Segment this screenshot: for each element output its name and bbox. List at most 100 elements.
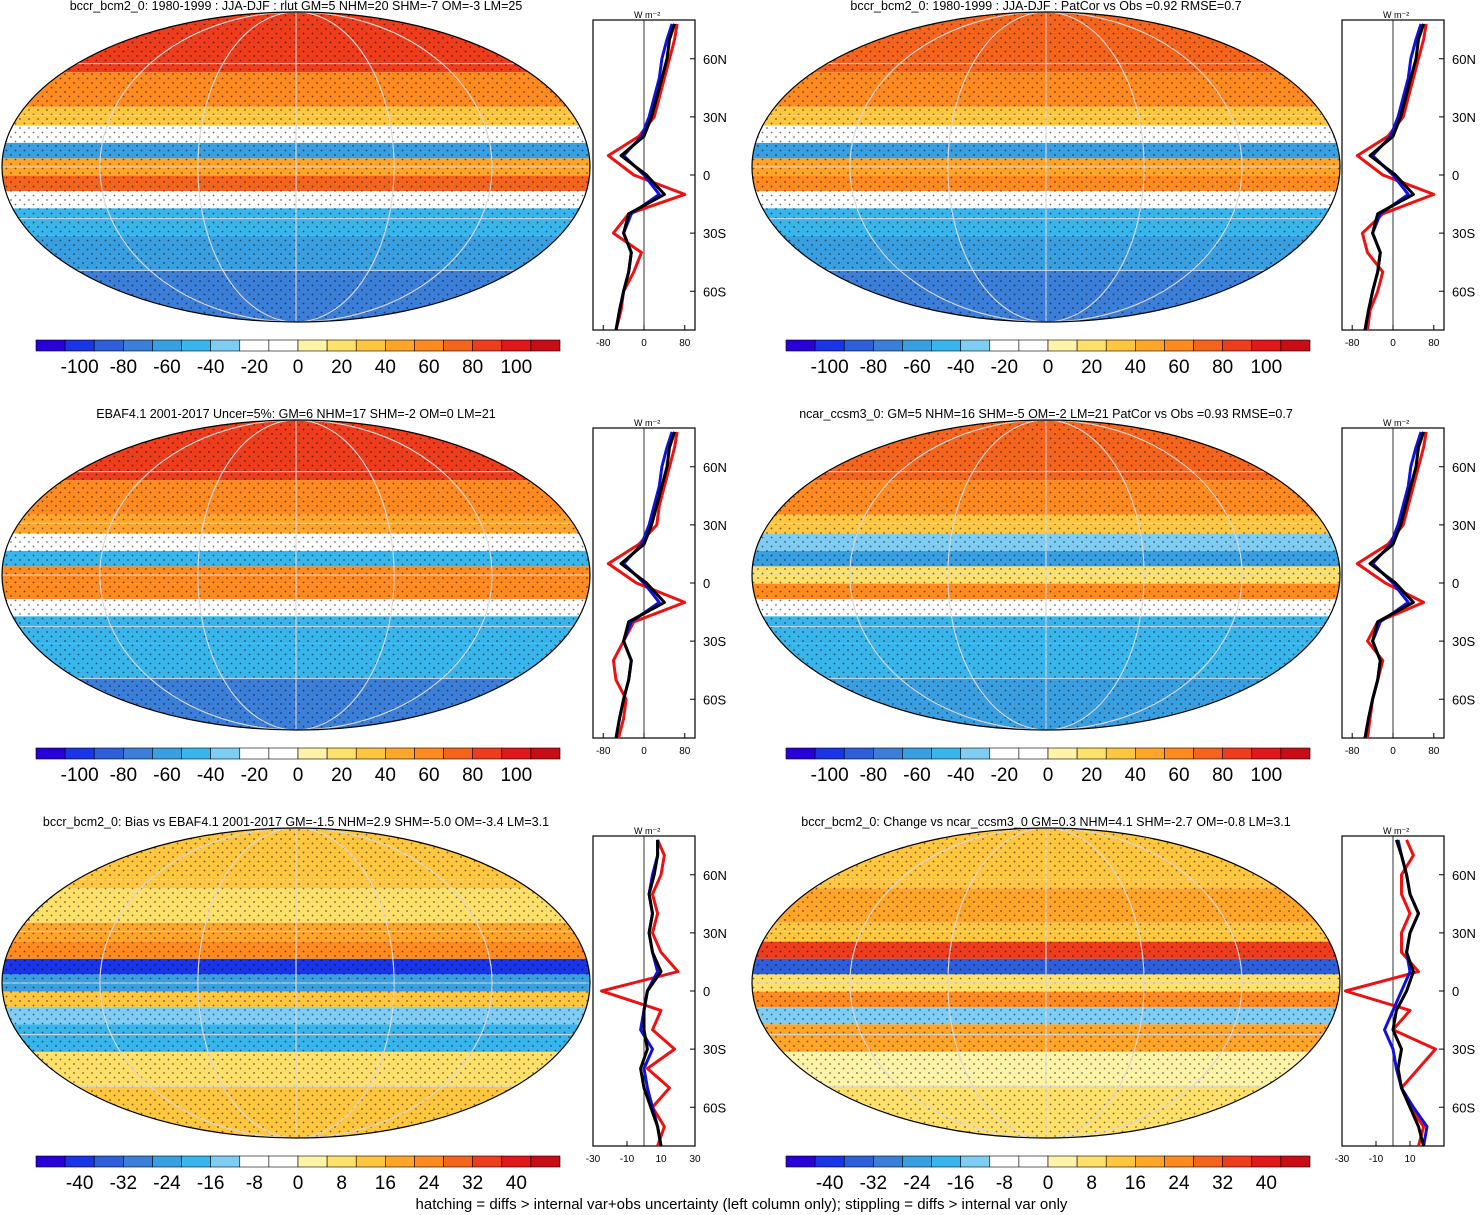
- colorbar-label: -40: [66, 1173, 93, 1194]
- colorbar-label: 40: [375, 357, 396, 378]
- colorbar-label: -32: [860, 1173, 887, 1194]
- colorbar-label: 20: [331, 765, 352, 786]
- colorbar-swatch: [268, 747, 299, 760]
- zonal-ytick-label: 0: [703, 984, 710, 999]
- colorbar-label: -20: [241, 357, 268, 378]
- colorbar-swatch: [443, 1155, 473, 1168]
- colorbar-label: -40: [947, 357, 974, 378]
- panel-title: EBAF4.1 2001-2017 Uncer=5%: GM=6 NHM=17 …: [96, 407, 496, 421]
- zonal-line-red: [1355, 23, 1436, 331]
- colorbar-label: 0: [293, 765, 304, 786]
- colorbar-label: -100: [61, 357, 99, 378]
- zonal-xtick-label: -80: [1345, 746, 1360, 757]
- map-outline: [751, 11, 1341, 323]
- colorbar-swatch: [152, 1155, 182, 1168]
- zonal-xtick-label: 0: [1390, 338, 1396, 349]
- zonal-xtick-label: -80: [596, 338, 611, 349]
- zonal-ytick-label: 60S: [703, 1100, 726, 1115]
- zonal-ytick-label: 60S: [1452, 692, 1475, 707]
- colorbar-label: -40: [197, 357, 224, 378]
- zonal-ytick-label: 60S: [703, 692, 726, 707]
- zonal-mean-plot: W m⁻² 60N 30N 0 30S 60S -30 -10 10: [1335, 826, 1476, 1165]
- colorbar-label: -32: [110, 1173, 137, 1194]
- colorbar-swatch: [1222, 1155, 1253, 1168]
- colorbar-label: 24: [1168, 1173, 1190, 1194]
- colorbar-swatch: [873, 747, 903, 760]
- colorbar-label: -24: [153, 1173, 181, 1194]
- zonal-line-black: [1363, 23, 1426, 331]
- map-outline: [1, 419, 591, 731]
- colorbar-swatch: [297, 339, 328, 352]
- zonal-xtick-label: 30: [689, 1154, 701, 1165]
- colorbar-label: 8: [336, 1173, 347, 1194]
- zonal-xtick-label: -10: [1369, 1154, 1384, 1165]
- zonal-xtick-label: 80: [1428, 338, 1440, 349]
- colorbar-swatch: [35, 747, 66, 760]
- zonal-units: W m⁻²: [1383, 826, 1409, 836]
- colorbar-swatch: [355, 1155, 386, 1168]
- colorbar-label: -20: [991, 357, 1018, 378]
- colorbar-swatch: [1222, 747, 1253, 760]
- zonal-units: W m⁻²: [634, 826, 660, 836]
- panel-2: bccr_bcm2_0: 1980-1999 : JJA-DJF : PatCo…: [751, 0, 1476, 378]
- zonal-ytick-label: 0: [703, 576, 710, 591]
- zonal-units: W m⁻²: [1383, 10, 1409, 20]
- colorbar-swatch: [93, 339, 124, 352]
- map: [2, 12, 590, 322]
- colorbar-swatch: [1280, 747, 1311, 760]
- zonal-xtick-label: 10: [655, 1154, 667, 1165]
- colorbar-swatch: [873, 339, 903, 352]
- colorbar-label: 40: [1125, 357, 1146, 378]
- zonal-ytick-label: 30S: [1452, 634, 1475, 649]
- colorbar-swatch: [1164, 1155, 1194, 1168]
- map: [2, 828, 590, 1138]
- colorbar-label: -20: [241, 765, 268, 786]
- zonal-line-red: [1355, 431, 1428, 739]
- colorbar-swatch: [1251, 339, 1282, 352]
- colorbar-label: -16: [947, 1173, 974, 1194]
- colorbar-swatch: [181, 339, 211, 352]
- colorbar-swatch: [989, 339, 1020, 352]
- colorbar-label: -40: [197, 765, 224, 786]
- colorbar-swatch: [1251, 747, 1282, 760]
- zonal-xtick-label: -80: [1345, 338, 1360, 349]
- zonal-ytick-label: 60N: [1452, 52, 1476, 67]
- colorbar-swatch: [64, 1155, 95, 1168]
- zonal-ytick-label: 60S: [1452, 284, 1475, 299]
- colorbar-label: 20: [1081, 357, 1102, 378]
- colorbar-label: 100: [500, 357, 532, 378]
- map-outline: [751, 419, 1341, 731]
- zonal-ytick-label: 30S: [703, 634, 726, 649]
- colorbar-label: -40: [947, 765, 974, 786]
- zonal-ytick-label: 60N: [1452, 868, 1476, 883]
- colorbar-swatch: [530, 747, 561, 760]
- zonal-mean-plot: W m⁻² 60N 30N 0 30S 60S -80 0 80: [592, 10, 727, 349]
- colorbar-swatch: [152, 339, 182, 352]
- colorbar-swatch: [1076, 747, 1107, 760]
- zonal-xtick-label: 80: [679, 338, 691, 349]
- colorbar-label: 0: [293, 1173, 304, 1194]
- colorbar-swatch: [902, 339, 932, 352]
- map-outline: [1, 11, 591, 323]
- colorbar-swatch: [814, 1155, 845, 1168]
- colorbar-swatch: [152, 747, 182, 760]
- colorbar-label: 0: [1043, 357, 1054, 378]
- zonal-mean-plot: W m⁻² 60N 30N 0 30S 60S -30 -10 10 30: [586, 826, 727, 1165]
- colorbar-swatch: [210, 1155, 241, 1168]
- zonal-ytick-label: 30N: [703, 518, 727, 533]
- colorbar-swatch: [1135, 1155, 1165, 1168]
- colorbar-label: 60: [1168, 765, 1189, 786]
- colorbar-swatch: [414, 1155, 444, 1168]
- colorbar-swatch: [1193, 747, 1223, 760]
- zonal-ytick-label: 30S: [1452, 226, 1475, 241]
- colorbar-label: -16: [197, 1173, 224, 1194]
- colorbar-swatch: [1280, 339, 1311, 352]
- zonal-xtick-label: -30: [1335, 1154, 1350, 1165]
- colorbar-label: -40: [816, 1173, 843, 1194]
- zonal-ytick-label: 0: [1452, 984, 1459, 999]
- colorbar-label: 24: [418, 1173, 440, 1194]
- colorbar-swatch: [443, 747, 473, 760]
- colorbar-swatch: [1076, 339, 1107, 352]
- colorbar-swatch: [960, 747, 991, 760]
